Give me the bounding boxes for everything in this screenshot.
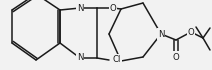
- Text: N: N: [77, 53, 83, 63]
- Text: O: O: [110, 4, 116, 13]
- Text: Cl: Cl: [113, 56, 121, 64]
- Text: O: O: [173, 52, 179, 62]
- Text: N: N: [158, 29, 164, 38]
- Text: O: O: [188, 28, 194, 36]
- Text: N: N: [77, 4, 83, 13]
